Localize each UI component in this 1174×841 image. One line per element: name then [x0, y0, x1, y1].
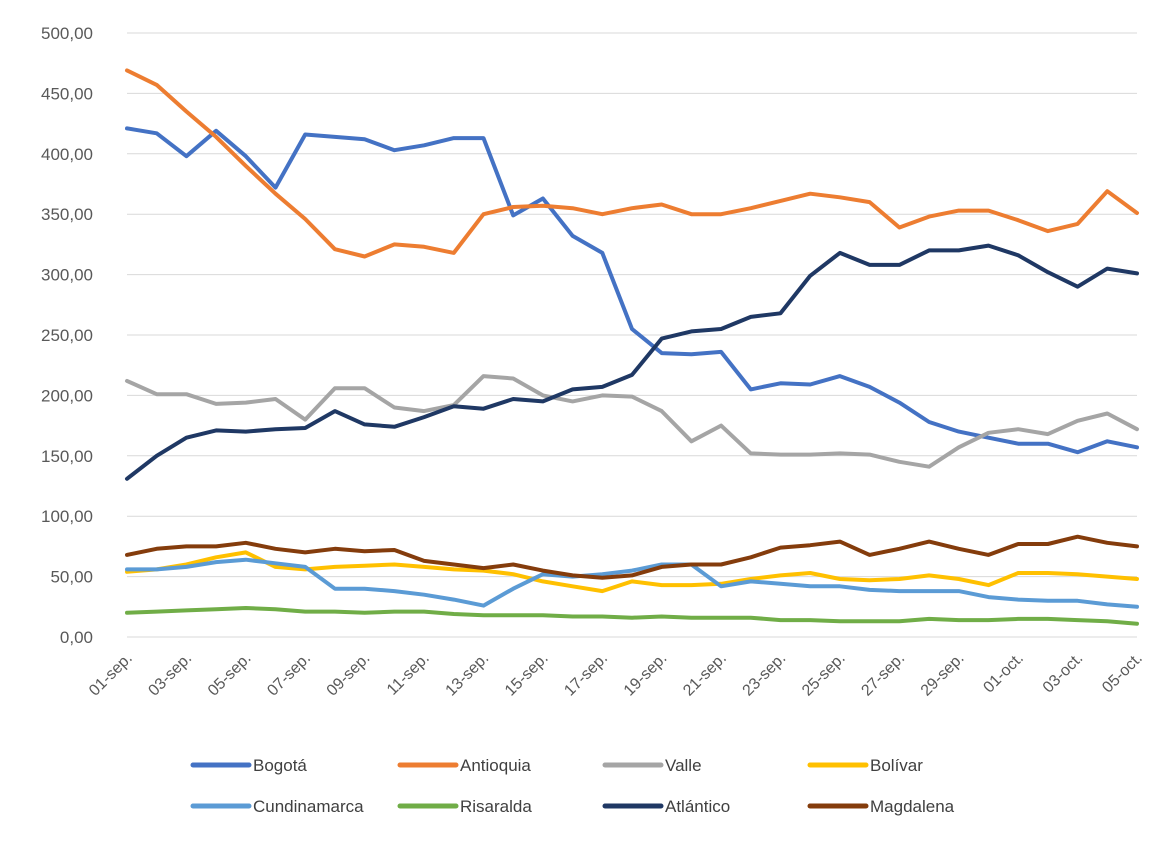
x-tick-label: 13-sep.: [443, 650, 493, 700]
x-tick-label: 05-sep.: [205, 650, 255, 700]
series-line-magdalena: [125, 534, 1139, 580]
series-line-atlantico: [125, 243, 1139, 481]
series-line-valle: [125, 374, 1139, 469]
legend-label: Atlántico: [665, 797, 730, 816]
y-tick-label: 200,00: [41, 386, 93, 405]
y-axis-ticks: 0,00 50,00 100,00 150,00 200,00 250,00 300,00 3…: [41, 24, 93, 647]
x-axis-ticks: 01-sep. 03-sep. 05-sep. 07-sep. 09-sep. 11-se…: [86, 650, 1146, 700]
x-tick-label: 25-sep.: [799, 650, 849, 700]
x-tick-label: 03-sep.: [145, 650, 195, 700]
legend: Bogotá Antioquia Valle Bolívar Cundinamarca R…: [190, 756, 955, 816]
series-line-risaralda: [125, 606, 1139, 626]
x-tick-label: 17-sep.: [561, 650, 611, 700]
legend-label: Risaralda: [460, 797, 532, 816]
series-line-cundinamarca: [125, 557, 1139, 609]
series-lines: [125, 68, 1139, 626]
x-tick-label: 11-sep.: [384, 650, 433, 699]
gridlines: [127, 32, 1137, 638]
x-tick-label: 01-oct.: [980, 650, 1027, 697]
y-tick-label: 350,00: [41, 205, 93, 224]
x-tick-label: 23-sep.: [740, 650, 790, 700]
x-tick-label: 07-sep.: [264, 650, 314, 700]
legend-label: Cundinamarca: [253, 797, 364, 816]
y-tick-label: 450,00: [41, 84, 93, 103]
y-tick-label: 0,00: [60, 628, 93, 647]
legend-label: Antioquia: [460, 756, 531, 775]
legend-label: Bogotá: [253, 756, 307, 775]
series-line-antioquia: [125, 68, 1139, 259]
series-line-bolivar: [125, 550, 1139, 594]
legend-label: Magdalena: [870, 797, 955, 816]
y-tick-label: 50,00: [50, 568, 93, 587]
x-tick-label: 15-sep.: [502, 650, 552, 700]
x-tick-label: 01-sep.: [86, 650, 136, 700]
x-tick-label: 21-sep.: [680, 650, 730, 700]
x-tick-label: 03-oct.: [1040, 650, 1087, 697]
x-tick-label: 09-sep.: [324, 650, 374, 700]
y-tick-label: 400,00: [41, 145, 93, 164]
y-tick-label: 100,00: [41, 507, 93, 526]
x-tick-label: 29-sep.: [918, 650, 968, 700]
y-tick-label: 300,00: [41, 266, 93, 285]
x-tick-label: 19-sep.: [621, 650, 671, 700]
y-tick-label: 250,00: [41, 326, 93, 345]
x-tick-label: 27-sep.: [858, 650, 908, 700]
y-tick-label: 500,00: [41, 24, 93, 43]
legend-label: Valle: [665, 756, 702, 775]
legend-label: Bolívar: [870, 756, 923, 775]
series-line-bogota: [125, 126, 1139, 455]
x-tick-label: 05-oct.: [1099, 650, 1146, 697]
y-tick-label: 150,00: [41, 447, 93, 466]
